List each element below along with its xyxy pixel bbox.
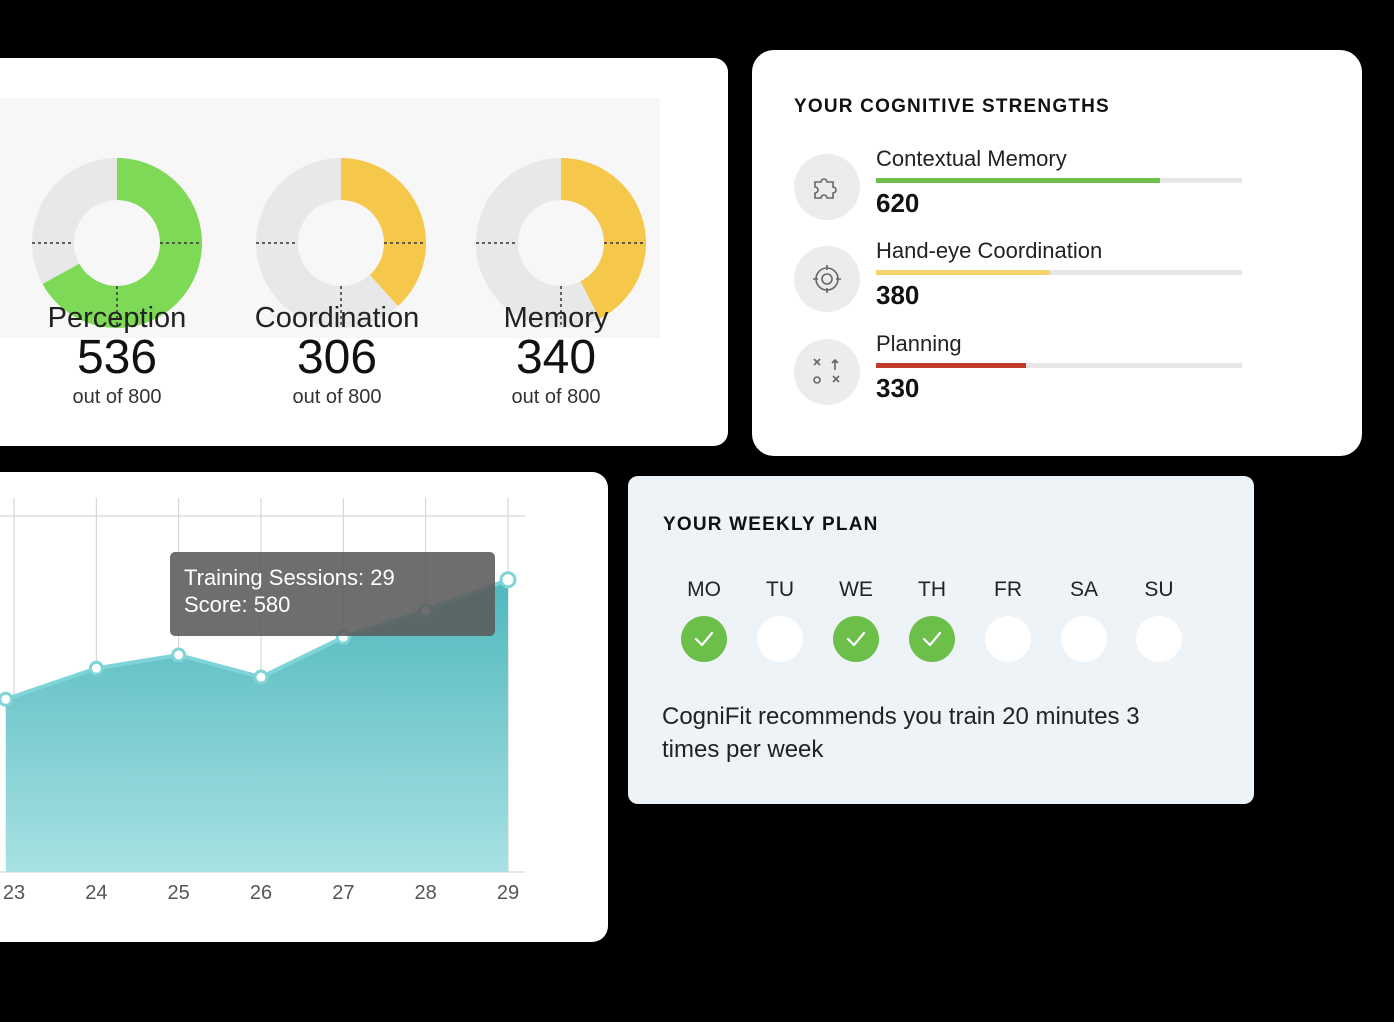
day-label: TH xyxy=(918,578,946,601)
day-label: SU xyxy=(1144,578,1174,601)
score-label: Coordination xyxy=(254,302,420,334)
weekly-plan-card: YOUR WEEKLY PLAN MO TU WE TH FR SA SU CogniFit… xyxy=(628,476,1254,804)
score-memory: Memory 340 out of 800 xyxy=(446,302,666,410)
x-tick-label: 24 xyxy=(85,882,108,904)
strength-bar-fill xyxy=(876,270,1050,275)
x-tick-label: 26 xyxy=(249,882,273,904)
strength-name: Contextual Memory xyxy=(876,146,1067,171)
check-icon xyxy=(846,631,866,647)
strength-name: Planning xyxy=(876,331,962,356)
donut-memory xyxy=(476,158,646,328)
donut-segment xyxy=(561,158,646,319)
plan-recommendation: CogniFit recommends you train 20 minutes… xyxy=(662,703,1140,763)
strength-value: 330 xyxy=(876,373,920,403)
day-empty-indicator xyxy=(1136,616,1182,662)
strength-name: Hand-eye Coordination xyxy=(876,238,1103,263)
strategy-icon xyxy=(794,339,860,405)
strength-value: 620 xyxy=(876,188,920,218)
tooltip-score: Score: 580 xyxy=(184,592,291,617)
donut-segment xyxy=(42,158,202,328)
cognitive-scores-card: Perception 536 out of 800 Coordination 3… xyxy=(0,58,728,446)
x-tick-label: 28 xyxy=(414,882,437,904)
score-area-chart xyxy=(0,498,525,873)
score-max: out of 800 xyxy=(292,386,382,408)
day-label: WE xyxy=(839,578,873,601)
data-point[interactable] xyxy=(171,647,187,663)
day-label: TU xyxy=(766,578,794,601)
score-max: out of 800 xyxy=(511,386,601,408)
strength-value: 380 xyxy=(876,280,920,310)
chart-tooltip: Training Sessions: 29 Score: 580 xyxy=(170,552,495,636)
day-label: MO xyxy=(687,578,721,601)
data-point[interactable] xyxy=(0,691,14,707)
donut-perception xyxy=(32,158,202,328)
day-mo[interactable]: MO xyxy=(674,578,734,662)
score-value: 340 xyxy=(515,331,597,384)
data-point[interactable] xyxy=(88,660,104,676)
strength-bar xyxy=(876,270,1242,275)
day-sa[interactable]: SA xyxy=(1054,578,1114,662)
day-th[interactable]: TH xyxy=(902,578,962,662)
cognitive-strengths-card: YOUR COGNITIVE STRENGTHS Contextual Memo… xyxy=(752,50,1362,456)
score-label: Perception xyxy=(47,302,187,334)
donut-charts-area xyxy=(0,98,660,338)
day-empty-indicator xyxy=(757,616,803,662)
tooltip-sessions: Training Sessions: 29 xyxy=(184,565,395,590)
puzzle-icon xyxy=(794,154,860,220)
day-label: SA xyxy=(1069,578,1098,601)
score-label: Memory xyxy=(503,302,609,334)
strength-bar xyxy=(876,363,1242,368)
day-completed-indicator xyxy=(681,616,727,662)
score-max: out of 800 xyxy=(72,386,162,408)
day-fr[interactable]: FR xyxy=(978,578,1038,662)
score-area xyxy=(5,579,509,872)
day-we[interactable]: WE xyxy=(826,578,886,662)
donut-charts xyxy=(32,158,646,328)
day-completed-indicator xyxy=(833,616,879,662)
target-icon xyxy=(794,246,860,312)
score-perception: Perception 536 out of 800 xyxy=(7,302,227,410)
check-icon xyxy=(694,631,714,647)
strength-bar xyxy=(876,178,1242,183)
score-value: 536 xyxy=(76,331,158,384)
score-value: 306 xyxy=(296,331,378,384)
donut-segment xyxy=(341,158,426,307)
strength-contextual-memory[interactable]: Contextual Memory 620 xyxy=(792,146,1252,230)
day-empty-indicator xyxy=(1061,616,1107,662)
strength-hand-eye-coordination[interactable]: Hand-eye Coordination 380 xyxy=(792,238,1252,322)
progress-chart-card: Training Sessions: 29 Score: 580 23 24 25 2… xyxy=(0,472,608,942)
strength-planning[interactable]: Planning 330 xyxy=(792,331,1252,415)
x-tick-label: 25 xyxy=(167,882,190,904)
day-tu[interactable]: TU xyxy=(750,578,810,662)
day-su[interactable]: SU xyxy=(1129,578,1189,662)
plan-title: YOUR WEEKLY PLAN xyxy=(663,514,879,535)
x-tick-label: 29 xyxy=(496,882,520,904)
score-coordination: Coordination 306 out of 800 xyxy=(227,302,447,410)
check-icon xyxy=(922,631,942,647)
data-point[interactable] xyxy=(253,669,269,685)
strength-bar-fill xyxy=(876,178,1160,183)
x-tick-label: 27 xyxy=(332,882,355,904)
day-empty-indicator xyxy=(985,616,1031,662)
day-completed-indicator xyxy=(909,616,955,662)
data-point[interactable] xyxy=(499,571,517,589)
x-tick-label: 23 xyxy=(2,882,26,904)
strengths-title: YOUR COGNITIVE STRENGTHS xyxy=(794,96,1110,117)
day-label: FR xyxy=(994,578,1022,601)
donut-coordination xyxy=(256,158,426,328)
strength-bar-fill xyxy=(876,363,1027,368)
